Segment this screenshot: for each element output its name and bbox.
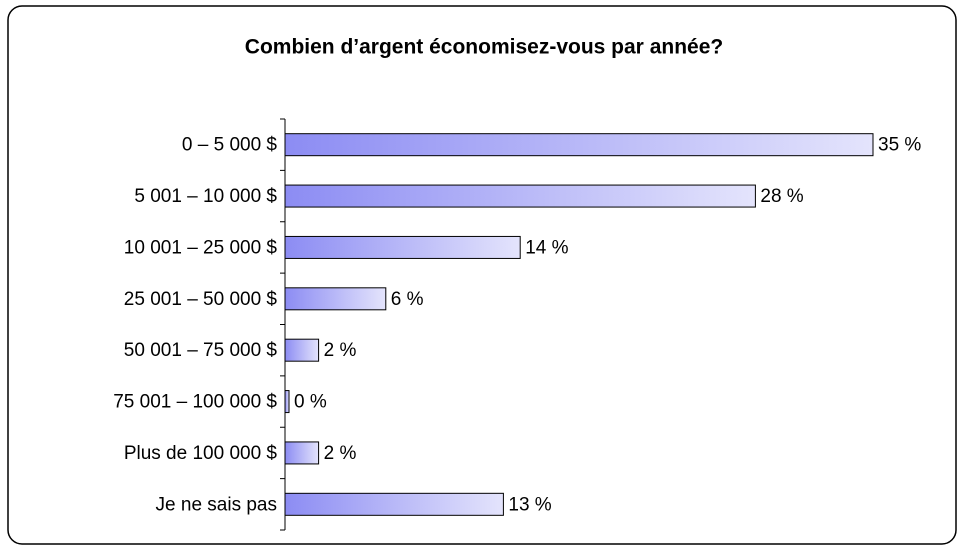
bar — [284, 184, 756, 208]
bar — [284, 287, 387, 311]
value-label: 35 % — [878, 135, 921, 156]
bar — [284, 441, 320, 465]
category-label: 75 001 – 100 000 $ — [113, 392, 277, 413]
value-label: 2 % — [324, 340, 357, 361]
value-label: 13 % — [508, 494, 551, 515]
category-label: 25 001 – 50 000 $ — [124, 289, 278, 310]
category-label: Je ne sais pas — [156, 494, 277, 515]
category-label: 50 001 – 75 000 $ — [124, 340, 278, 361]
value-label: 6 % — [391, 289, 424, 310]
value-label: 0 % — [294, 392, 327, 413]
value-label: 28 % — [760, 186, 803, 207]
category-label: Plus de 100 000 $ — [124, 443, 278, 464]
value-label: 14 % — [525, 237, 568, 258]
category-label: 10 001 – 25 000 $ — [124, 237, 278, 258]
bar — [284, 235, 521, 259]
bar — [284, 390, 290, 414]
category-label: 0 – 5 000 $ — [182, 135, 278, 156]
bar — [284, 133, 874, 157]
category-label: 5 001 – 10 000 $ — [134, 186, 277, 207]
value-label: 2 % — [324, 443, 357, 464]
bar — [284, 492, 504, 516]
chart-title: Combien d’argent économisez-vous par ann… — [245, 36, 723, 59]
bar — [284, 338, 320, 362]
